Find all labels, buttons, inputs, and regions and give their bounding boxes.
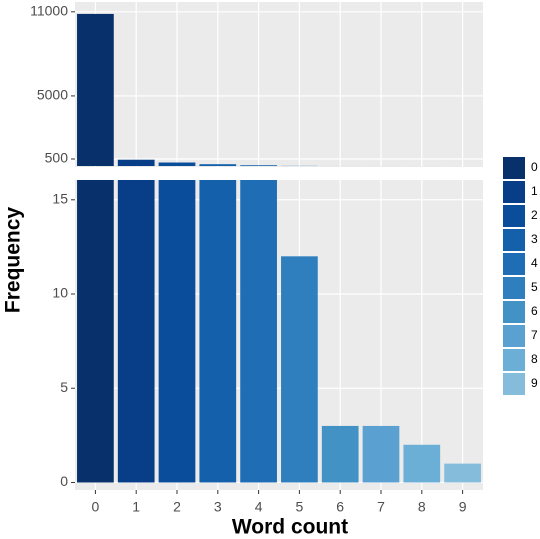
legend-label: 0 bbox=[531, 160, 538, 174]
bar bbox=[321, 425, 359, 483]
bars bbox=[77, 180, 481, 483]
x-tick-label: 5 bbox=[296, 499, 304, 515]
bar bbox=[199, 164, 237, 167]
bar bbox=[117, 180, 155, 483]
y-tick-label: 11000 bbox=[30, 3, 68, 19]
legend-label: 2 bbox=[531, 208, 538, 222]
x-tick-label: 8 bbox=[418, 499, 426, 515]
bar bbox=[158, 162, 196, 167]
legend-key bbox=[503, 301, 525, 323]
bar bbox=[281, 256, 318, 483]
y-axis-title: Frequency bbox=[2, 207, 25, 314]
legend-key bbox=[503, 325, 525, 347]
legend-key bbox=[503, 253, 525, 275]
bar bbox=[240, 180, 277, 483]
x-tick-label: 9 bbox=[459, 499, 467, 515]
x-tick-label: 0 bbox=[92, 499, 100, 515]
bar bbox=[240, 165, 277, 167]
legend-key bbox=[503, 373, 525, 395]
bar bbox=[403, 444, 441, 483]
bar bbox=[362, 425, 400, 483]
bars bbox=[77, 13, 481, 167]
y-tick-label: 15 bbox=[52, 190, 68, 206]
bar bbox=[77, 13, 114, 167]
legend-key bbox=[503, 205, 525, 227]
y-tick-label: 500 bbox=[45, 150, 69, 166]
bar bbox=[199, 180, 237, 483]
y-tick-label: 5000 bbox=[37, 87, 68, 103]
x-tick-label: 6 bbox=[336, 499, 344, 515]
x-tick-label: 3 bbox=[214, 499, 222, 515]
legend-key bbox=[503, 349, 525, 371]
legend-label: 5 bbox=[531, 280, 538, 294]
x-axis-title: Word count bbox=[232, 516, 348, 539]
legend-key bbox=[503, 157, 525, 179]
legend-label: 7 bbox=[531, 328, 538, 342]
legend-key bbox=[503, 229, 525, 251]
panel-background bbox=[75, 2, 483, 167]
legend-label: 3 bbox=[531, 232, 538, 246]
y-tick-label: 10 bbox=[52, 285, 68, 301]
legend-label: 6 bbox=[531, 304, 538, 318]
x-tick-label: 1 bbox=[132, 499, 140, 515]
bar bbox=[444, 463, 481, 483]
y-tick-label: 5 bbox=[60, 379, 68, 395]
bar bbox=[158, 180, 196, 483]
legend-label: 4 bbox=[531, 256, 538, 270]
legend-label: 8 bbox=[531, 352, 538, 366]
x-tick-label: 7 bbox=[377, 499, 385, 515]
x-tick-label: 2 bbox=[173, 499, 181, 515]
legend-key bbox=[503, 277, 525, 299]
y-tick-label: 0 bbox=[60, 473, 68, 489]
x-tick-label: 4 bbox=[255, 499, 263, 515]
bar bbox=[77, 180, 114, 483]
legend-key bbox=[503, 181, 525, 203]
bar bbox=[117, 159, 155, 167]
legend-label: 1 bbox=[531, 184, 538, 198]
legend-label: 9 bbox=[531, 376, 538, 390]
